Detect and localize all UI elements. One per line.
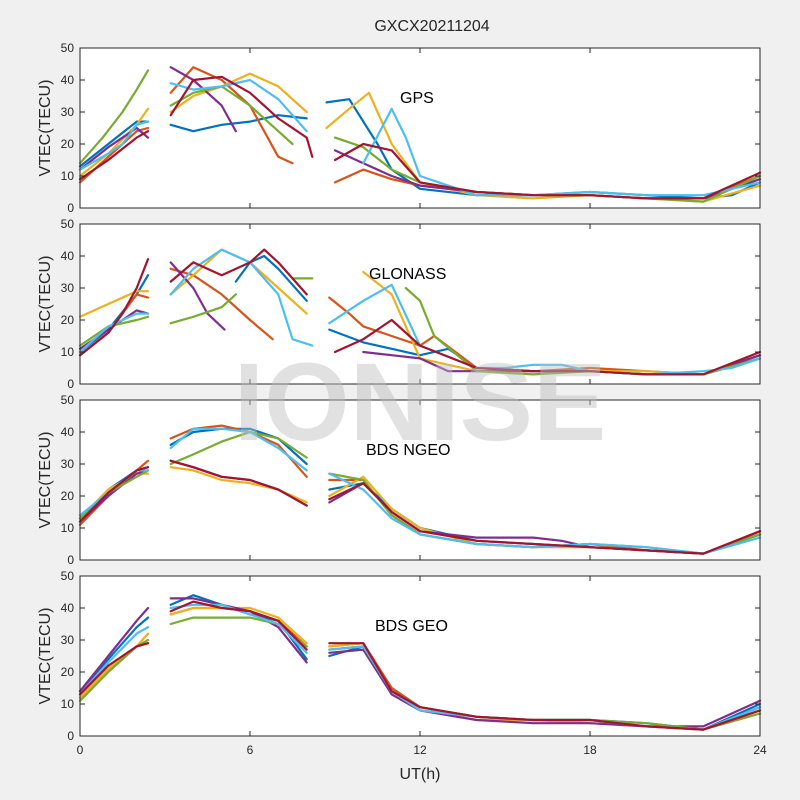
y-tick-label: 40: [61, 249, 75, 263]
panel-label-bds-ngeo: BDS NGEO: [366, 442, 450, 459]
watermark: IONISE: [234, 341, 607, 464]
y-tick-label: 30: [61, 281, 75, 295]
y-tick-label: 20: [61, 137, 75, 151]
panel-bds-ngeo: 0 10 20 30 40 50 VTEC(TECU) BDS NGEO: [37, 393, 762, 567]
x-tick-label: 24: [753, 743, 767, 757]
y-tick-label: 10: [61, 169, 75, 183]
y-tick-label: 0: [67, 201, 74, 215]
x-tick-label: 18: [583, 743, 597, 757]
chart-title: GXCX20211204: [374, 18, 489, 35]
y-tick-label: 50: [61, 393, 75, 407]
y-tick-label: 30: [61, 633, 75, 647]
panel-glonass: 0 10 20 30 40 50 VTEC(TECU) GLONASS: [37, 217, 762, 391]
y-tick-label: 40: [61, 425, 75, 439]
series-line-glonass-5: [78, 277, 762, 376]
y-axis-label-bds-ngeo: VTEC(TECU): [37, 432, 54, 529]
y-tick-label: 0: [67, 553, 74, 567]
panel-label-glonass: GLONASS: [369, 266, 446, 283]
y-tick-label: 0: [67, 729, 74, 743]
series-line-bds-geo-7: [78, 600, 762, 731]
y-tick-label: 20: [61, 489, 75, 503]
series-line-glonass-7: [78, 248, 762, 376]
y-tick-label: 50: [61, 41, 75, 55]
y-tick-label: 10: [61, 521, 75, 535]
x-tick-label: 12: [413, 743, 427, 757]
y-axis-label-bds-geo: VTEC(TECU): [37, 608, 54, 705]
x-axis-label: UT(h): [400, 766, 441, 783]
y-tick-label: 10: [61, 345, 75, 359]
y-tick-label: 0: [67, 377, 74, 391]
series-line-bds-ngeo-7: [78, 459, 762, 555]
panel-label-gps: GPS: [400, 90, 434, 107]
panel-label-bds-geo: BDS GEO: [375, 618, 448, 635]
y-tick-label: 50: [61, 569, 75, 583]
panel-gps: 0 10 20 30 40 50 VTEC(TECU) GPS: [37, 41, 762, 215]
x-tick-label: 6: [247, 743, 254, 757]
y-tick-label: 50: [61, 217, 75, 231]
y-axis-label-gps: VTEC(TECU): [37, 80, 54, 177]
panel-bds-geo: 0 10 20 30 40 50 0 6 12 18 24 VTEC(TECU) BDS GEO: [37, 569, 767, 757]
y-tick-label: 30: [61, 457, 75, 471]
x-tick-label: 0: [77, 743, 84, 757]
y-tick-label: 20: [61, 313, 75, 327]
y-tick-label: 40: [61, 601, 75, 615]
series-line-gps-7: [78, 75, 762, 200]
y-tick-label: 30: [61, 105, 75, 119]
y-tick-label: 20: [61, 665, 75, 679]
y-axis-label-glonass: VTEC(TECU): [37, 256, 54, 353]
y-tick-label: 40: [61, 73, 75, 87]
y-tick-label: 10: [61, 697, 75, 711]
panels: 0 10 20 30 40 50 VTEC(TECU) GPS 0 10 20 30 40 50 VTEC(…: [37, 41, 767, 757]
